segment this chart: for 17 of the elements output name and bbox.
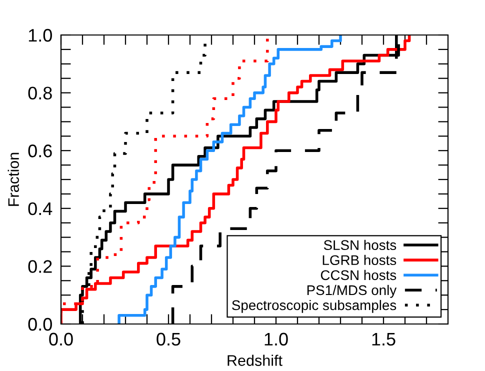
legend-label: Spectroscopic subsamples xyxy=(232,300,396,313)
y-tick-label: 0.2 xyxy=(28,260,52,273)
legend-label: PS1/MDS only xyxy=(307,284,397,298)
legend-label: SLSN hosts xyxy=(324,240,396,250)
y-tick-label: 1.0 xyxy=(28,28,52,42)
y-axis-title: Fraction xyxy=(8,152,19,206)
y-tick-label: 0.8 xyxy=(28,86,52,100)
x-tick-label: 0.5 xyxy=(156,332,180,346)
x-tick-label: 0.0 xyxy=(49,332,73,346)
legend-label: CCSN hosts xyxy=(320,270,396,280)
x-tick-label: 1.0 xyxy=(264,332,288,346)
x-axis-title: Redshift xyxy=(228,354,282,366)
legend-label: LGRB hosts xyxy=(322,254,396,266)
y-tick-label: 0.4 xyxy=(28,202,52,216)
y-tick-label: 0.0 xyxy=(28,318,52,331)
y-tick-label: 0.6 xyxy=(28,144,52,158)
x-tick-label: 1.5 xyxy=(372,332,396,346)
